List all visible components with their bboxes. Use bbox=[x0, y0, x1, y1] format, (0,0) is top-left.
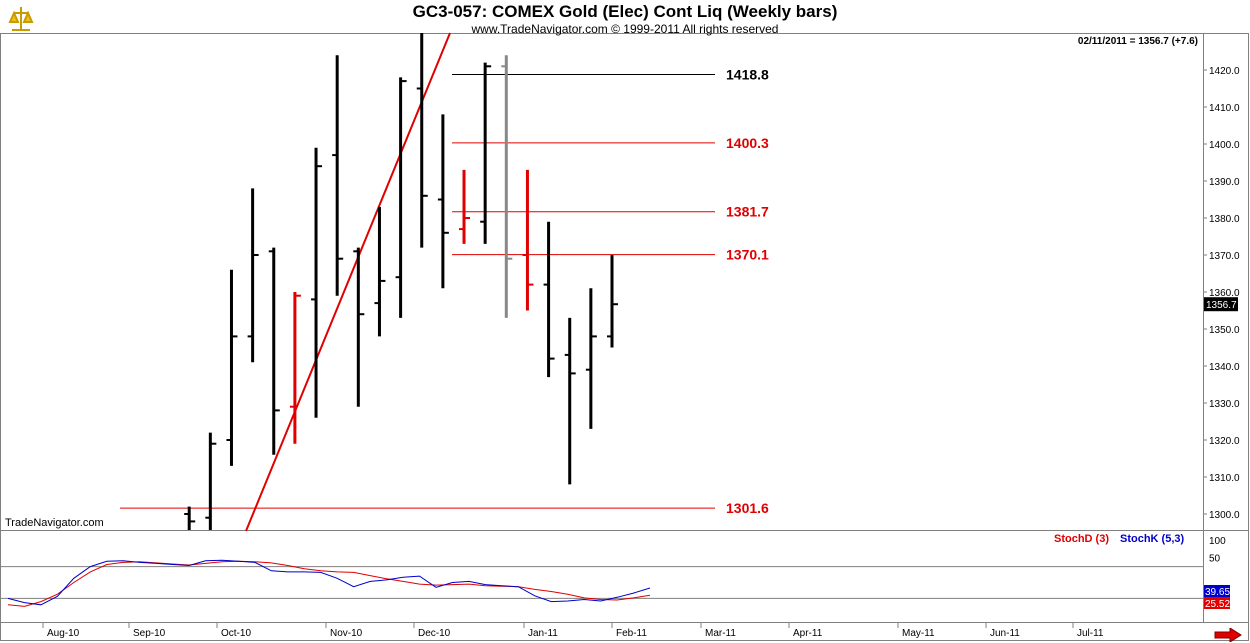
x-tick-label: May-11 bbox=[902, 628, 935, 639]
ohlc-bar bbox=[564, 317, 576, 485]
stoch-value-label: 39.65 bbox=[1205, 587, 1230, 598]
y-tick-label: 1300.0 bbox=[1209, 510, 1240, 521]
y-tick-label: 1360.0 bbox=[1209, 288, 1240, 299]
x-tick-label: Sep-10 bbox=[133, 628, 166, 639]
level-label: 1301.6 bbox=[726, 500, 769, 516]
stoch-value-label: 25.52 bbox=[1205, 599, 1230, 610]
ohlc-bar bbox=[205, 432, 217, 530]
price-axis: 1300.0 1310.0 1320.0 1330.0 1340.0 1350.0 1360… bbox=[1203, 66, 1240, 521]
stoch-line bbox=[7, 559, 651, 606]
trendline bbox=[245, 32, 451, 532]
chart-title: GC3-057: COMEX Gold (Elec) Cont Liq (Wee… bbox=[412, 2, 838, 21]
y-tick-label: 1420.0 bbox=[1209, 66, 1240, 77]
outer-frame bbox=[0, 33, 1249, 641]
ohlc-bar bbox=[247, 188, 259, 363]
price-levels: 1418.8 1400.3 1381.7 1370.1 1301.6 bbox=[120, 66, 769, 516]
ohlc-bar bbox=[332, 55, 344, 296]
y-tick-label: 1320.0 bbox=[1209, 436, 1240, 447]
level-label: 1370.1 bbox=[726, 247, 769, 263]
x-tick-label: Dec-10 bbox=[418, 628, 451, 639]
ohlc-bar bbox=[184, 506, 196, 530]
ohlc-bar bbox=[437, 114, 449, 289]
price-bars bbox=[184, 33, 618, 530]
tradenavigator-logo-icon bbox=[8, 7, 34, 31]
chart-frame bbox=[0, 33, 1249, 641]
stoch-value-box bbox=[1204, 585, 1230, 597]
x-tick-label: Jan-11 bbox=[528, 628, 558, 639]
level-label: 1381.7 bbox=[726, 204, 769, 220]
last-price-box bbox=[1204, 297, 1238, 312]
ohlc-bar bbox=[501, 55, 513, 318]
y-tick-label: 1340.0 bbox=[1209, 362, 1240, 373]
x-tick-label: Apr-11 bbox=[793, 628, 823, 639]
ohlc-bar bbox=[311, 147, 323, 418]
x-tick-label: Jul-11 bbox=[1077, 628, 1104, 639]
ohlc-bar bbox=[268, 247, 280, 455]
ohlc-bar bbox=[289, 292, 301, 444]
stoch-tick-label: 100 bbox=[1209, 536, 1226, 547]
legend-stochk: StochK (5,3) bbox=[1120, 533, 1185, 545]
ohlc-bar bbox=[543, 221, 555, 378]
x-tick-label: Oct-10 bbox=[221, 628, 251, 639]
level-label: 1418.8 bbox=[726, 66, 769, 82]
stoch-line bbox=[7, 560, 651, 607]
y-tick-label: 1350.0 bbox=[1209, 325, 1240, 336]
x-tick-label: Mar-11 bbox=[705, 628, 736, 639]
ohlc-bar bbox=[459, 169, 471, 244]
x-tick-label: Aug-10 bbox=[47, 628, 80, 639]
stoch-value-box bbox=[1204, 597, 1230, 609]
ohlc-bar bbox=[395, 77, 407, 318]
right-arrow-icon[interactable] bbox=[1214, 628, 1242, 642]
ohlc-bar bbox=[226, 269, 238, 466]
ohlc-bar bbox=[585, 288, 597, 429]
y-tick-label: 1370.0 bbox=[1209, 251, 1240, 262]
ohlc-bar bbox=[480, 62, 492, 244]
y-tick-label: 1400.0 bbox=[1209, 140, 1240, 151]
level-label: 1400.3 bbox=[726, 135, 769, 151]
x-tick-label: Feb-11 bbox=[616, 628, 647, 639]
y-tick-label: 1310.0 bbox=[1209, 473, 1240, 484]
y-tick-label: 1330.0 bbox=[1209, 399, 1240, 410]
watermark: TradeNavigator.com bbox=[5, 517, 104, 529]
copyright-subtitle: www.TradeNavigator.com © 1999-2011 All r… bbox=[471, 22, 779, 36]
x-tick-label: Jun-11 bbox=[990, 628, 1020, 639]
time-axis: Aug-10 Sep-10 Oct-10 Nov-10 Dec-10 Jan-11 Feb-… bbox=[42, 622, 1104, 639]
ohlc-bar bbox=[416, 33, 428, 248]
ohlc-bar bbox=[522, 169, 534, 311]
legend-stochd: StochD (3) bbox=[1054, 533, 1109, 545]
ohlc-bar bbox=[353, 247, 365, 407]
ohlc-bar bbox=[374, 206, 386, 337]
y-tick-label: 1410.0 bbox=[1209, 103, 1240, 114]
y-tick-label: 1390.0 bbox=[1209, 177, 1240, 188]
last-price-label: 1356.7 bbox=[1206, 300, 1237, 311]
trendline-segment bbox=[245, 32, 451, 532]
stoch-tick-label: 50 bbox=[1209, 554, 1221, 565]
x-tick-label: Nov-10 bbox=[330, 628, 363, 639]
ohlc-bar bbox=[607, 255, 618, 348]
y-tick-label: 1380.0 bbox=[1209, 214, 1240, 225]
last-quote: 02/11/2011 = 1356.7 (+7.6) bbox=[1077, 36, 1198, 47]
